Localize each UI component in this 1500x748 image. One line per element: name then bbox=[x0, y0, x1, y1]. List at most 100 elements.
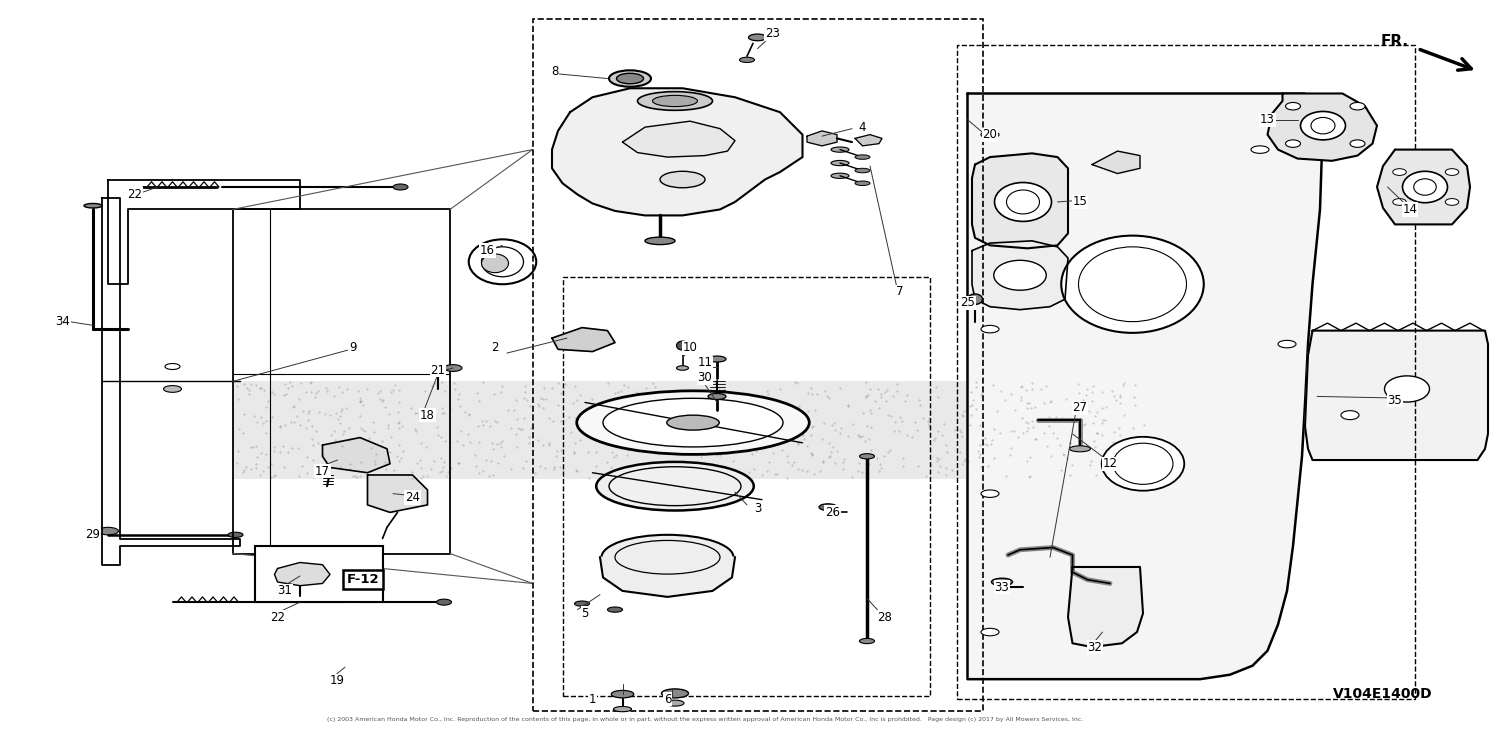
Ellipse shape bbox=[1350, 140, 1365, 147]
Text: 4: 4 bbox=[858, 120, 865, 134]
Text: 28: 28 bbox=[878, 610, 892, 624]
Ellipse shape bbox=[859, 453, 874, 459]
Ellipse shape bbox=[1300, 111, 1346, 140]
Ellipse shape bbox=[740, 57, 754, 63]
Ellipse shape bbox=[748, 34, 766, 40]
Text: 33: 33 bbox=[994, 580, 1010, 594]
Polygon shape bbox=[972, 241, 1068, 310]
Ellipse shape bbox=[614, 706, 632, 712]
Text: 19: 19 bbox=[330, 674, 345, 687]
Text: 6: 6 bbox=[663, 693, 672, 706]
Text: 1: 1 bbox=[588, 693, 596, 706]
Ellipse shape bbox=[1278, 340, 1296, 348]
Ellipse shape bbox=[1402, 171, 1447, 203]
Text: 8: 8 bbox=[552, 64, 558, 78]
Ellipse shape bbox=[612, 690, 633, 698]
Text: 18: 18 bbox=[420, 408, 435, 422]
Ellipse shape bbox=[84, 203, 102, 208]
Text: 2: 2 bbox=[492, 341, 498, 355]
Ellipse shape bbox=[968, 294, 982, 304]
Ellipse shape bbox=[1446, 199, 1458, 206]
Ellipse shape bbox=[992, 578, 1012, 586]
Text: 34: 34 bbox=[56, 315, 70, 328]
Text: 9: 9 bbox=[348, 341, 357, 355]
Ellipse shape bbox=[660, 171, 705, 188]
Ellipse shape bbox=[981, 325, 999, 333]
Ellipse shape bbox=[855, 181, 870, 186]
Ellipse shape bbox=[676, 366, 688, 370]
Text: 5: 5 bbox=[582, 607, 588, 620]
Ellipse shape bbox=[981, 490, 999, 497]
Polygon shape bbox=[807, 131, 837, 146]
Polygon shape bbox=[552, 328, 615, 352]
Ellipse shape bbox=[994, 183, 1052, 221]
Text: 35: 35 bbox=[1388, 393, 1402, 407]
Ellipse shape bbox=[645, 237, 675, 245]
Ellipse shape bbox=[393, 184, 408, 190]
Text: 22: 22 bbox=[128, 188, 142, 201]
Ellipse shape bbox=[981, 628, 999, 636]
Bar bbox=[957, 45, 1414, 699]
Ellipse shape bbox=[164, 386, 182, 393]
Text: 21: 21 bbox=[430, 364, 445, 377]
Text: (c) 2003 American Honda Motor Co., Inc. Reproduction of the contents of this pag: (c) 2003 American Honda Motor Co., Inc. … bbox=[327, 717, 1083, 722]
Ellipse shape bbox=[652, 96, 698, 107]
Text: 7: 7 bbox=[897, 285, 903, 298]
Text: 14: 14 bbox=[1402, 203, 1417, 216]
Ellipse shape bbox=[436, 599, 451, 605]
Ellipse shape bbox=[1350, 102, 1365, 110]
Ellipse shape bbox=[666, 415, 720, 430]
Text: 32: 32 bbox=[1088, 640, 1102, 654]
Polygon shape bbox=[552, 88, 802, 215]
Text: 29: 29 bbox=[86, 528, 100, 542]
Bar bbox=[562, 277, 930, 696]
Ellipse shape bbox=[662, 689, 688, 698]
Ellipse shape bbox=[482, 254, 508, 273]
Polygon shape bbox=[322, 438, 390, 473]
Ellipse shape bbox=[228, 533, 243, 537]
Polygon shape bbox=[972, 153, 1068, 248]
Text: 31: 31 bbox=[278, 584, 292, 598]
Ellipse shape bbox=[855, 155, 870, 159]
Text: V104E1400D: V104E1400D bbox=[1334, 687, 1432, 701]
Ellipse shape bbox=[616, 73, 644, 84]
Text: 11: 11 bbox=[698, 356, 712, 370]
Ellipse shape bbox=[444, 365, 462, 372]
Ellipse shape bbox=[981, 131, 999, 138]
Ellipse shape bbox=[831, 160, 849, 166]
Text: 23: 23 bbox=[765, 27, 780, 40]
Polygon shape bbox=[622, 121, 735, 157]
Ellipse shape bbox=[596, 462, 753, 510]
Ellipse shape bbox=[1392, 169, 1407, 175]
Ellipse shape bbox=[1101, 437, 1185, 491]
Ellipse shape bbox=[1251, 146, 1269, 153]
Ellipse shape bbox=[608, 607, 622, 612]
Text: 22: 22 bbox=[270, 610, 285, 624]
Polygon shape bbox=[855, 135, 882, 146]
Ellipse shape bbox=[602, 535, 734, 580]
Ellipse shape bbox=[859, 639, 874, 643]
Ellipse shape bbox=[708, 393, 726, 399]
Bar bbox=[255, 546, 382, 602]
Polygon shape bbox=[1305, 331, 1488, 460]
Ellipse shape bbox=[609, 70, 651, 87]
Polygon shape bbox=[368, 475, 428, 512]
Text: 17: 17 bbox=[315, 465, 330, 478]
Polygon shape bbox=[1268, 94, 1377, 161]
Text: 15: 15 bbox=[1072, 195, 1088, 209]
Text: 27: 27 bbox=[1072, 401, 1088, 414]
Polygon shape bbox=[274, 562, 330, 586]
Polygon shape bbox=[1092, 151, 1140, 174]
Text: 16: 16 bbox=[480, 244, 495, 257]
Text: F-12: F-12 bbox=[346, 573, 380, 586]
Text: 10: 10 bbox=[682, 341, 698, 355]
Ellipse shape bbox=[1341, 411, 1359, 420]
Ellipse shape bbox=[855, 168, 870, 173]
Text: 3: 3 bbox=[754, 502, 760, 515]
Text: 13: 13 bbox=[1260, 113, 1275, 126]
Text: 25: 25 bbox=[960, 296, 975, 310]
Polygon shape bbox=[1068, 567, 1143, 647]
Ellipse shape bbox=[666, 700, 684, 706]
Ellipse shape bbox=[430, 370, 445, 375]
Bar bbox=[532, 19, 982, 711]
